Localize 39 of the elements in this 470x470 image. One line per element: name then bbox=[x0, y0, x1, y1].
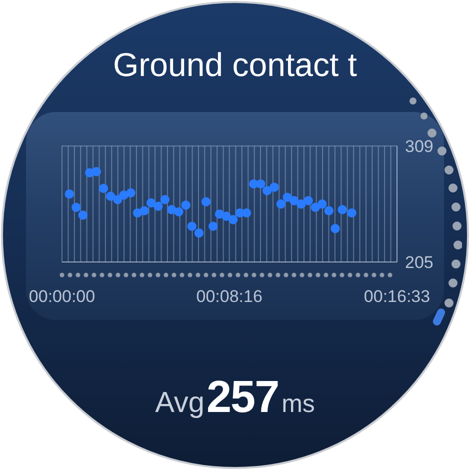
point bbox=[64, 189, 74, 199]
point bbox=[126, 188, 136, 198]
point bbox=[160, 194, 170, 204]
point bbox=[194, 228, 204, 238]
point bbox=[106, 192, 116, 201]
point bbox=[242, 208, 252, 218]
point bbox=[146, 198, 156, 208]
y-tick-label: 205 bbox=[405, 253, 434, 272]
point bbox=[318, 199, 327, 209]
point bbox=[304, 196, 313, 206]
point bbox=[181, 200, 190, 210]
point bbox=[228, 215, 238, 224]
point bbox=[296, 199, 306, 209]
point bbox=[276, 199, 286, 209]
point bbox=[262, 186, 272, 196]
point bbox=[98, 184, 108, 193]
x-tick-label: 00:00:00 bbox=[28, 287, 96, 306]
text: Avg257ms bbox=[155, 371, 315, 422]
point bbox=[187, 222, 196, 231]
point bbox=[290, 196, 299, 206]
point bbox=[347, 208, 356, 218]
point bbox=[92, 167, 102, 176]
point bbox=[154, 202, 163, 211]
point bbox=[113, 194, 122, 204]
point bbox=[78, 210, 88, 220]
point bbox=[330, 224, 340, 234]
point bbox=[208, 222, 218, 231]
point bbox=[256, 179, 266, 189]
point bbox=[174, 207, 184, 216]
point bbox=[201, 197, 211, 206]
x-tick-label: 00:16:33 bbox=[364, 287, 430, 306]
point bbox=[338, 204, 347, 214]
x-tick-label: 00:08:16 bbox=[196, 287, 262, 306]
point bbox=[270, 182, 279, 192]
point bbox=[140, 206, 149, 216]
chart-title: Ground contact t bbox=[112, 46, 358, 84]
y-tick-label: 309 bbox=[405, 137, 434, 156]
point bbox=[324, 206, 334, 216]
point bbox=[72, 202, 81, 212]
